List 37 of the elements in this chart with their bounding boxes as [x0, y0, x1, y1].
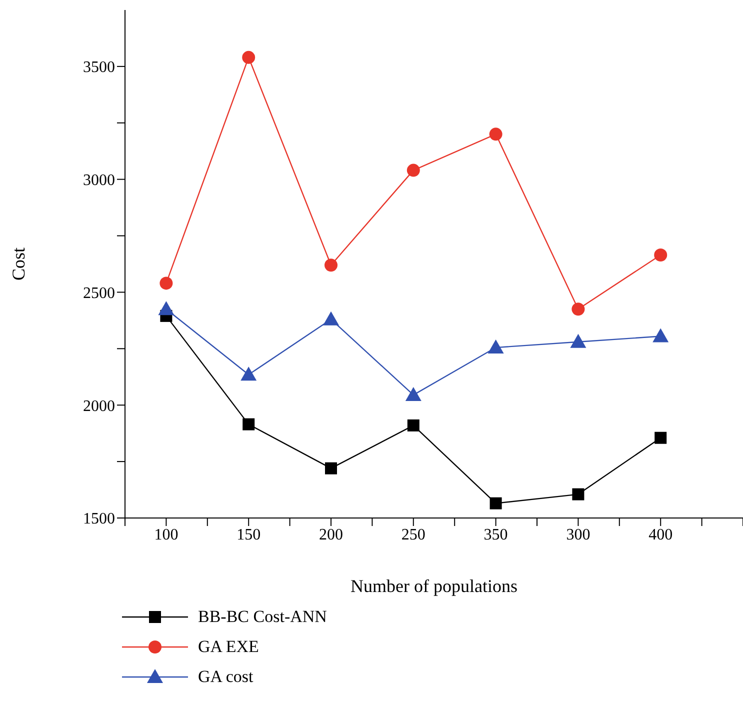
point	[240, 366, 257, 381]
legend-label: BB-BC Cost-ANN	[198, 607, 327, 627]
y-tick-label: 3500	[83, 59, 115, 76]
point	[654, 248, 668, 262]
y-tick-label: 1500	[83, 510, 115, 528]
point	[406, 164, 420, 177]
y-tick-label: 2500	[83, 284, 115, 302]
y-tick-label: 3000	[83, 172, 115, 190]
x-tick-label: 350	[484, 526, 508, 544]
point	[490, 497, 502, 510]
point	[570, 334, 586, 348]
x-tick-label: 100	[154, 526, 178, 544]
point	[488, 340, 504, 354]
y-axis-title: Cost	[8, 247, 28, 281]
legend-label: GA cost	[198, 667, 254, 687]
point	[242, 418, 255, 430]
x-tick-label: 250	[401, 526, 426, 544]
x-tick-label: 200	[319, 526, 343, 544]
point	[158, 301, 174, 316]
point	[405, 386, 422, 401]
point	[572, 302, 585, 316]
point	[242, 50, 256, 64]
point	[407, 419, 420, 432]
x-tick-label: 150	[236, 526, 261, 544]
point	[325, 462, 337, 474]
point	[323, 311, 339, 326]
x-tick-label: 300	[566, 526, 590, 544]
x-tick-label: 400	[648, 526, 673, 544]
point	[489, 128, 502, 141]
legend-label: GA EXE	[198, 637, 259, 657]
point	[160, 276, 173, 290]
point	[324, 258, 338, 272]
y-tick-label: 2000	[83, 398, 115, 415]
x-axis-title: Number of populations	[350, 576, 518, 596]
point	[572, 488, 584, 500]
point	[654, 432, 667, 444]
point	[652, 328, 669, 342]
